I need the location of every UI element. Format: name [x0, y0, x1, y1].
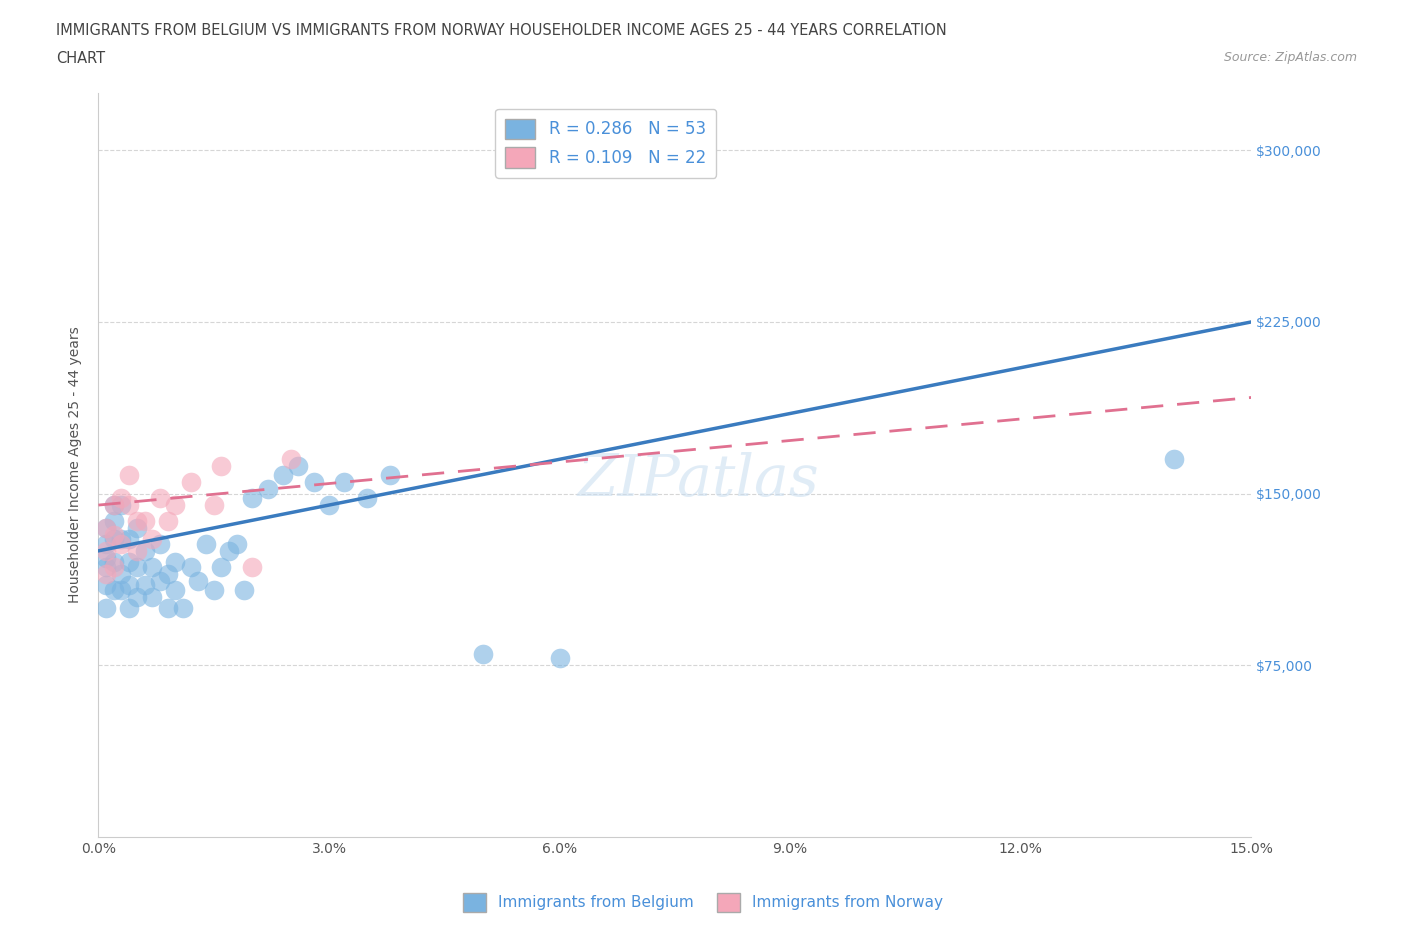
- Point: [94, 566, 117, 581]
- Point: [118, 532, 141, 547]
- Point: [125, 543, 148, 558]
- Point: [172, 601, 194, 616]
- Point: [125, 521, 148, 536]
- Point: [103, 527, 125, 542]
- Text: Source: ZipAtlas.com: Source: ZipAtlas.com: [1223, 51, 1357, 64]
- Point: [118, 468, 141, 483]
- Point: [110, 566, 132, 581]
- Point: [165, 555, 187, 570]
- Point: [110, 491, 132, 506]
- Point: [202, 582, 225, 597]
- Point: [233, 582, 256, 597]
- Point: [103, 513, 125, 528]
- Text: CHART: CHART: [56, 51, 105, 66]
- Legend: Immigrants from Belgium, Immigrants from Norway: Immigrants from Belgium, Immigrants from…: [457, 887, 949, 918]
- Point: [103, 560, 125, 575]
- Point: [271, 468, 294, 483]
- Point: [548, 651, 571, 666]
- Point: [118, 601, 141, 616]
- Point: [156, 513, 179, 528]
- Point: [94, 537, 117, 551]
- Point: [356, 491, 378, 506]
- Point: [240, 491, 263, 506]
- Point: [118, 555, 141, 570]
- Point: [165, 582, 187, 597]
- Point: [149, 573, 172, 588]
- Point: [103, 498, 125, 512]
- Point: [134, 543, 156, 558]
- Point: [209, 458, 232, 473]
- Point: [287, 458, 309, 473]
- Point: [94, 551, 117, 565]
- Point: [141, 532, 163, 547]
- Point: [187, 573, 209, 588]
- Point: [165, 498, 187, 512]
- Point: [103, 498, 125, 512]
- Point: [110, 532, 132, 547]
- Text: ZIPatlas: ZIPatlas: [576, 452, 818, 508]
- Point: [209, 560, 232, 575]
- Point: [103, 532, 125, 547]
- Point: [94, 578, 117, 592]
- Point: [125, 590, 148, 604]
- Point: [134, 578, 156, 592]
- Point: [202, 498, 225, 512]
- Point: [180, 474, 202, 489]
- Point: [94, 560, 117, 575]
- Point: [118, 578, 141, 592]
- Point: [134, 513, 156, 528]
- Point: [125, 513, 148, 528]
- Point: [156, 601, 179, 616]
- Point: [256, 482, 278, 497]
- Point: [141, 560, 163, 575]
- Point: [280, 452, 302, 467]
- Point: [94, 521, 117, 536]
- Point: [125, 560, 148, 575]
- Y-axis label: Householder Income Ages 25 - 44 years: Householder Income Ages 25 - 44 years: [69, 326, 83, 604]
- Point: [94, 543, 117, 558]
- Point: [333, 474, 356, 489]
- Point: [103, 555, 125, 570]
- Point: [195, 537, 218, 551]
- Point: [103, 582, 125, 597]
- Point: [149, 537, 172, 551]
- Text: IMMIGRANTS FROM BELGIUM VS IMMIGRANTS FROM NORWAY HOUSEHOLDER INCOME AGES 25 - 4: IMMIGRANTS FROM BELGIUM VS IMMIGRANTS FR…: [56, 23, 948, 38]
- Point: [110, 582, 132, 597]
- Point: [110, 498, 132, 512]
- Point: [471, 646, 494, 661]
- Point: [318, 498, 340, 512]
- Point: [110, 537, 132, 551]
- Point: [180, 560, 202, 575]
- Point: [240, 560, 263, 575]
- Point: [302, 474, 325, 489]
- Legend: R = 0.286   N = 53, R = 0.109   N = 22: R = 0.286 N = 53, R = 0.109 N = 22: [495, 109, 716, 178]
- Point: [149, 491, 172, 506]
- Point: [94, 521, 117, 536]
- Point: [1163, 452, 1185, 467]
- Point: [218, 543, 240, 558]
- Point: [380, 468, 402, 483]
- Point: [141, 590, 163, 604]
- Point: [225, 537, 247, 551]
- Point: [156, 566, 179, 581]
- Point: [118, 498, 141, 512]
- Point: [94, 601, 117, 616]
